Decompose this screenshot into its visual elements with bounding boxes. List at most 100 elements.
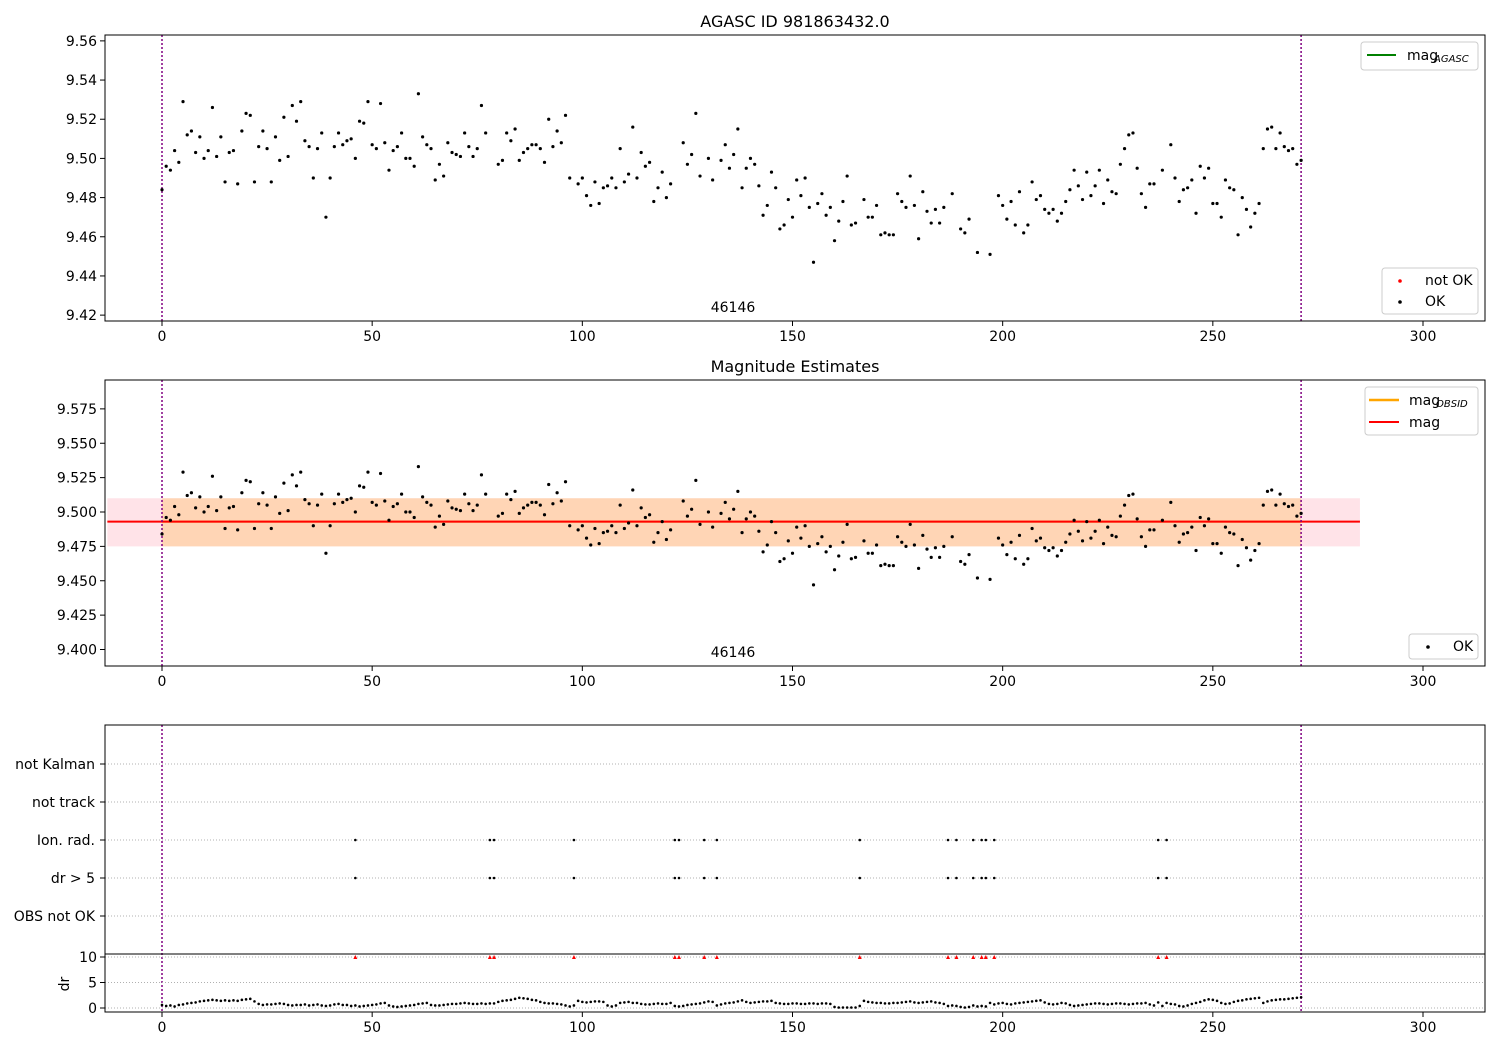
dr-outlier-marker [992, 955, 997, 959]
dr-point [740, 999, 744, 1002]
data-point [660, 170, 664, 174]
obsid-annotation: 46146 [711, 300, 756, 316]
dr-point [1114, 1002, 1118, 1005]
data-point [1089, 536, 1093, 540]
dr-point [370, 1003, 374, 1007]
dr-point [858, 1004, 862, 1008]
data-point [198, 135, 202, 139]
data-point [332, 502, 336, 506]
dr-point [496, 1000, 500, 1004]
legend-subscript: OBSID [1436, 399, 1468, 410]
data-point [782, 223, 786, 227]
data-point [559, 499, 563, 503]
data-point [1295, 162, 1299, 166]
dr-outlier-marker [979, 955, 984, 959]
data-point [757, 529, 761, 533]
data-point [1219, 215, 1223, 219]
data-point [412, 164, 416, 168]
dr-point [530, 998, 534, 1002]
data-point [273, 135, 278, 139]
dr-point [1085, 1003, 1089, 1006]
data-point [727, 166, 732, 170]
x-axis: 0 50 100 150 200 250 300 [158, 321, 1436, 345]
data-point [1202, 524, 1207, 528]
dr-point [904, 1000, 908, 1004]
dr-point [467, 1002, 471, 1005]
dr-point [1043, 1001, 1046, 1004]
data-point [933, 207, 938, 211]
dr-outlier-marker [571, 955, 576, 959]
data-point [921, 190, 925, 194]
dr-point [391, 1005, 395, 1008]
data-point [975, 250, 980, 255]
legend-subscript: AGASC [1433, 54, 1469, 65]
data-point [257, 145, 261, 149]
y-tick-label: 9.56 [66, 34, 97, 50]
y-tick-label: 9.44 [66, 269, 97, 285]
y-axis: 9.42 9.44 9.46 9.48 9.50 9.52 9.54 9.56 [66, 34, 105, 324]
dr-point [934, 1001, 937, 1004]
dr-point [190, 1001, 193, 1005]
data-point [681, 499, 685, 503]
dr-point [593, 1000, 597, 1003]
data-point [210, 474, 215, 478]
data-point [383, 141, 387, 145]
data-point [181, 100, 185, 104]
data-point [1093, 184, 1097, 188]
data-point [471, 154, 475, 159]
data-point [963, 231, 967, 235]
data-point [513, 489, 517, 493]
data-point [618, 147, 622, 151]
data-point [1198, 164, 1202, 168]
dr-point [992, 1003, 996, 1006]
data-point [185, 133, 189, 137]
dr-point [669, 1001, 672, 1005]
dr-point [1228, 1002, 1231, 1005]
data-point [1093, 529, 1097, 533]
data-point [1076, 184, 1080, 188]
data-point [551, 145, 555, 149]
data-point [538, 503, 542, 507]
data-point [526, 503, 530, 507]
data-point [1207, 517, 1211, 521]
data-point [500, 158, 505, 162]
dr-point [971, 1004, 975, 1007]
legend-label: mag [1409, 393, 1440, 409]
data-point [1249, 558, 1253, 562]
dr-point [690, 1003, 693, 1006]
flag-point [984, 876, 988, 880]
dr-point [866, 1000, 870, 1004]
data-point [349, 496, 353, 500]
data-point [1223, 178, 1228, 182]
flag-point [673, 838, 677, 842]
data-point [1139, 192, 1143, 196]
data-point [509, 498, 513, 502]
data-point [534, 500, 538, 504]
data-point [580, 524, 584, 528]
data-point [664, 537, 669, 542]
data-point [635, 524, 639, 528]
data-point [778, 227, 782, 231]
flag-point [992, 838, 996, 842]
data-point [816, 201, 820, 206]
dr-point [1203, 999, 1206, 1002]
y-tick-label: 9.450 [57, 574, 97, 590]
x-tick-label: 0 [158, 674, 167, 690]
data-point [1253, 211, 1257, 215]
dr-point [618, 1001, 622, 1005]
dr-point [475, 1002, 479, 1006]
flag-point [677, 876, 681, 880]
data-point [652, 199, 656, 204]
dr-point [602, 1000, 605, 1004]
x-tick-label: 150 [779, 674, 806, 690]
dr-outlier-marker [672, 955, 677, 959]
data-point [1194, 548, 1198, 553]
dr-point [1081, 1003, 1084, 1007]
dr-point [560, 1003, 563, 1006]
data-point [1240, 195, 1244, 200]
data-point [597, 542, 601, 546]
dr-point [463, 1001, 466, 1005]
data-point [845, 174, 849, 178]
data-point [870, 551, 874, 555]
data-point [1030, 526, 1034, 531]
